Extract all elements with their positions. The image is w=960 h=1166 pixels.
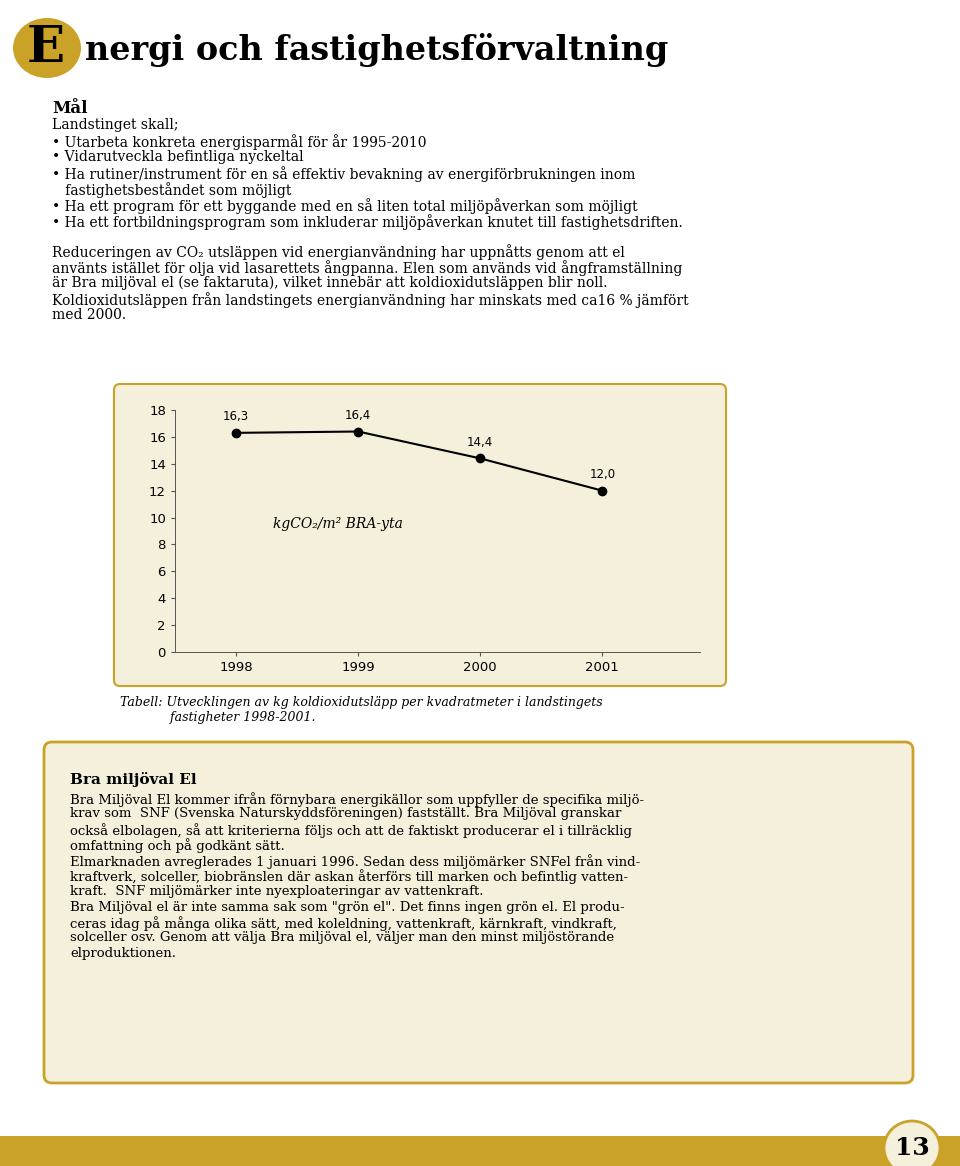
FancyBboxPatch shape [44,742,913,1083]
Text: Mål: Mål [52,100,87,117]
Text: Koldioxidutsläppen från landstingets energianvändning har minskats med ca16 % jä: Koldioxidutsläppen från landstingets ene… [52,292,688,308]
Text: också elbolagen, så att kriterierna följs och att de faktiskt producerar el i ti: också elbolagen, så att kriterierna följ… [70,823,632,838]
Text: omfattning och på godkänt sätt.: omfattning och på godkänt sätt. [70,838,285,854]
Text: Bra Miljöval El kommer ifrån förnybara energikällor som uppfyller de specifika m: Bra Miljöval El kommer ifrån förnybara e… [70,792,644,807]
Text: krav som  SNF (Svenska Naturskyddsföreningen) fastställt. Bra Miljöval granskar: krav som SNF (Svenska Naturskyddsförenin… [70,808,621,821]
Ellipse shape [884,1121,940,1166]
Text: fastighetsbeståndet som möjligt: fastighetsbeståndet som möjligt [52,182,292,198]
Bar [0,1136,960,1166]
Text: Tabell: Utvecklingen av kg koldioxidutsläpp per kvadratmeter i landstingets: Tabell: Utvecklingen av kg koldioxidutsl… [120,696,603,709]
Text: Landstinget skall;: Landstinget skall; [52,118,179,132]
Text: är Bra miljöval el (se faktaruta), vilket innebär att koldioxidutsläppen blir no: är Bra miljöval el (se faktaruta), vilke… [52,276,608,290]
Text: med 2000.: med 2000. [52,308,126,322]
Text: kraftverk, solceller, biobränslen där askan återförs till marken och befintlig v: kraftverk, solceller, biobränslen där as… [70,870,628,884]
Text: Bra miljöval El: Bra miljöval El [70,772,197,787]
FancyBboxPatch shape [114,384,726,686]
Text: 14,4: 14,4 [468,436,493,449]
Text: nergi och fastighetsförvaltning: nergi och fastighetsförvaltning [85,33,668,66]
Text: 16,3: 16,3 [223,410,249,423]
Text: 16,4: 16,4 [345,409,372,422]
Text: använts istället för olja vid lasarettets ångpanna. Elen som används vid ångfram: använts istället för olja vid lasarettet… [52,260,683,276]
Text: fastigheter 1998-2001.: fastigheter 1998-2001. [142,711,316,724]
Text: Reduceringen av CO₂ utsläppen vid energianvändning har uppnåtts genom att el: Reduceringen av CO₂ utsläppen vid energi… [52,244,625,260]
Text: E: E [27,23,65,72]
Text: ceras idag på många olika sätt, med koleldning, vattenkraft, kärnkraft, vindkraf: ceras idag på många olika sätt, med kole… [70,916,617,930]
Text: • Ha rutiner/instrument för en så effektiv bevakning av energiförbrukningen inom: • Ha rutiner/instrument för en så effekt… [52,166,636,182]
Text: elproduktionen.: elproduktionen. [70,947,176,960]
Text: 13: 13 [895,1136,929,1160]
Ellipse shape [13,17,81,78]
Text: • Ha ett program för ett byggande med en så liten total miljöpåverkan som möjlig: • Ha ett program för ett byggande med en… [52,198,637,213]
Text: 12,0: 12,0 [589,468,615,480]
Text: Elmarknaden avreglerades 1 januari 1996. Sedan dess miljömärker SNFel från vind-: Elmarknaden avreglerades 1 januari 1996.… [70,854,640,869]
Text: solceller osv. Genom att välja Bra miljöval el, väljer man den minst miljöstöran: solceller osv. Genom att välja Bra miljö… [70,932,614,944]
Text: kraft.  SNF miljömärker inte nyexploateringar av vattenkraft.: kraft. SNF miljömärker inte nyexploateri… [70,885,484,898]
Text: Bra Miljöval el är inte samma sak som "grön el". Det finns ingen grön el. El pro: Bra Miljöval el är inte samma sak som "g… [70,900,625,913]
Text: • Vidarutveckla befintliga nyckeltal: • Vidarutveckla befintliga nyckeltal [52,150,303,164]
Text: kgCO₂/m² BRA-yta: kgCO₂/m² BRA-yta [273,518,402,532]
Text: • Ha ett fortbildningsprogram som inkluderar miljöpåverkan knutet till fastighet: • Ha ett fortbildningsprogram som inklud… [52,215,683,230]
Text: • Utarbeta konkreta energisparmål för år 1995-2010: • Utarbeta konkreta energisparmål för år… [52,134,426,150]
